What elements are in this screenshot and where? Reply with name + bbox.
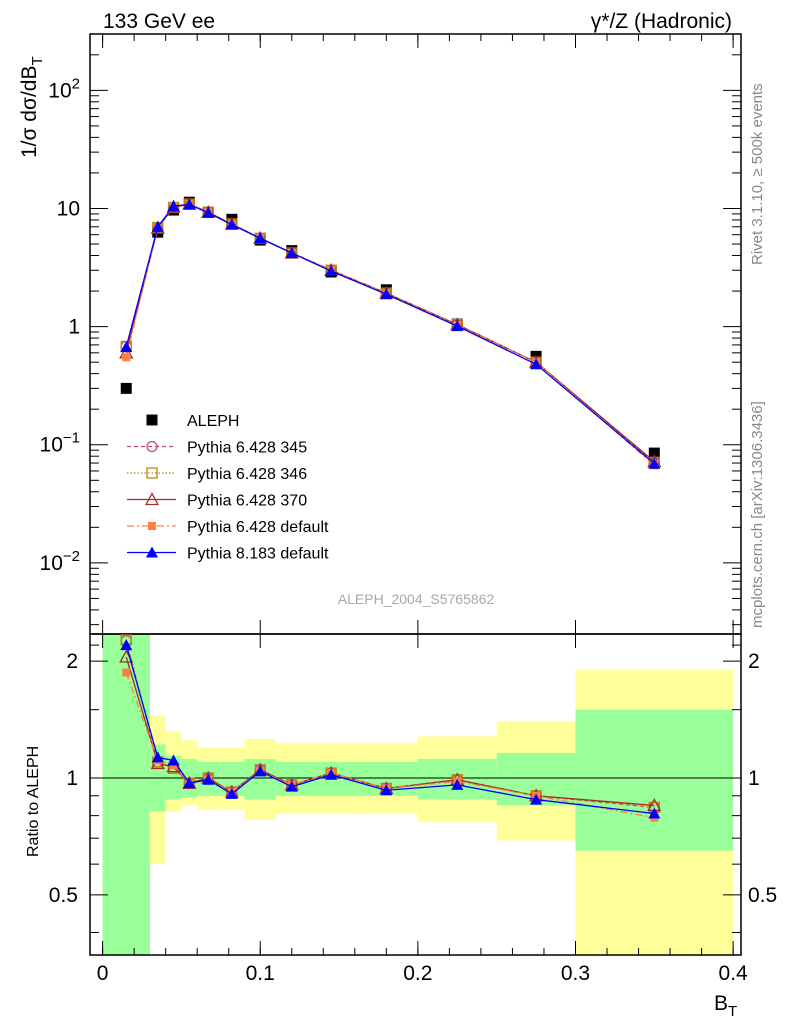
p8def-ratio-point [167, 754, 180, 766]
p8def-ratio-point [151, 751, 164, 763]
legend-label-p8def: Pythia 8.183 default [187, 546, 329, 563]
p8def-ratio-point [225, 787, 238, 799]
top-panel-frame [89, 33, 742, 635]
band-stat-0 [102, 634, 150, 955]
y-tick-label: 10 [57, 197, 80, 220]
legend-label-p370: Pythia 6.428 370 [187, 493, 307, 510]
ratio-tick-label-right: 2 [748, 650, 760, 673]
top-ylabel-sub: T [29, 56, 46, 65]
rivet-label: Rivet 3.1.10, ≥ 500k events [749, 83, 766, 265]
legend-marker-p8def [146, 546, 158, 558]
p8def-ratio-point [183, 777, 196, 789]
y-tick-base: 10 [40, 552, 63, 575]
y-tick-base: 10 [40, 434, 63, 457]
p8def-ratio-point [120, 639, 133, 651]
p8def-ratio-point [202, 773, 215, 785]
header-left: 133 GeV ee [103, 10, 215, 33]
legend-marker-p6def [148, 522, 156, 530]
ratio-tick-label-left: 1 [66, 767, 78, 790]
legend-label-data: ALEPH [187, 413, 239, 430]
aleph-point [648, 447, 660, 459]
y-tick-exp: −1 [63, 430, 80, 447]
p8def-point [648, 457, 661, 469]
p8def-point [225, 218, 238, 230]
x-tick-label: 0.2 [403, 962, 432, 985]
legend: ALEPH Pythia 6.428 345 Pythia 6.428 346 Pyt… [127, 413, 329, 563]
p6def-point [122, 353, 131, 362]
top-ylabel-main: 1/σ dσ/dB [18, 66, 41, 158]
p8def-point [120, 341, 133, 353]
aleph-point [120, 382, 132, 394]
analysis-watermark: ALEPH_2004_S5765862 [338, 591, 495, 607]
p8def-point [183, 198, 196, 210]
p6def-ratio-point [122, 668, 131, 677]
y-tick-base: 10 [48, 79, 71, 102]
ratio-tick-label-left: 2 [66, 650, 78, 673]
uncertainty-bands [102, 634, 734, 955]
legend-marker-p370 [144, 492, 160, 506]
x-axis-title-sub: T [728, 1003, 737, 1020]
y-tick-label: 10−1 [40, 430, 80, 457]
ratio-tick-label-left: 0.5 [49, 884, 78, 907]
y-tick-label: 102 [48, 75, 80, 102]
legend-label-p346: Pythia 6.428 346 [187, 466, 307, 483]
p8def-ratio-point [254, 765, 267, 777]
y-tick-exp: −2 [63, 548, 80, 565]
p8def-point [167, 199, 180, 211]
header-right: γ*/Z (Hadronic) [591, 10, 732, 33]
x-tick-label: 0.4 [719, 962, 749, 985]
p8def-point [530, 358, 543, 370]
legend-label-p6def: Pythia 6.428 default [187, 519, 329, 536]
ratio-tick-label-right: 0.5 [748, 884, 777, 907]
legend-marker-p345 [146, 440, 158, 453]
y-tick-label: 1 [68, 316, 80, 339]
p8def-point [380, 288, 393, 300]
p8def-ratio-point [325, 768, 338, 780]
legend-marker-data [146, 414, 158, 426]
ratio-panel-frame [89, 633, 742, 956]
legend-label-p345: Pythia 6.428 345 [187, 440, 307, 457]
x-tick-label: 0 [97, 962, 109, 985]
y-tick-label: 10−2 [40, 548, 80, 575]
bottom-ylabel: Ratio to ALEPH [25, 746, 42, 857]
band-stat-12 [575, 709, 734, 851]
legend-marker-p346 [146, 467, 158, 479]
p8def-ratio-point [451, 778, 464, 790]
p8def-point [325, 265, 338, 277]
x-tick-label: 0.1 [246, 962, 275, 985]
x-axis-title: BT [714, 992, 737, 1020]
ratio-tick-label-right: 1 [748, 767, 760, 790]
p8def-point [254, 232, 267, 244]
p8def-ratio-point [648, 807, 661, 819]
x-axis-title-main: B [714, 992, 728, 1015]
p8def-point [451, 320, 464, 332]
y-tick-exp: 2 [72, 75, 80, 92]
data-marks [119, 196, 662, 822]
p8def-ratio-point [285, 780, 298, 792]
p8def-ratio-point [530, 793, 543, 805]
mcplots-label: mcplots.cern.ch [arXiv:1306.3436] [749, 401, 766, 628]
p8def-point [202, 206, 215, 218]
p8def-point [151, 220, 164, 232]
p8def-ratio-point [380, 784, 393, 796]
p8def-point [285, 246, 298, 258]
x-tick-label: 0.3 [561, 962, 590, 985]
top-ylabel: 1/σ dσ/dBT [18, 56, 46, 158]
